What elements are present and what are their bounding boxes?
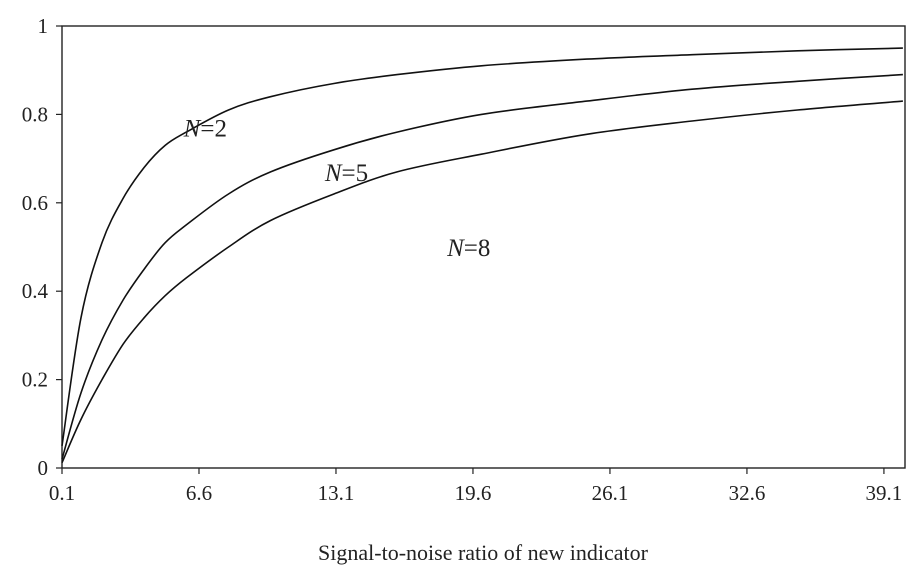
x-axis: 0.1 6.6 13.1 19.6 26.1 32.6 39.1 <box>49 468 902 505</box>
y-tick-label: 0.6 <box>22 191 48 215</box>
y-tick-label: 0.8 <box>22 102 48 126</box>
y-tick-label: 0.2 <box>22 368 48 392</box>
y-axis: 0 0.2 0.4 0.6 0.8 1 <box>22 14 62 480</box>
curve-label-value: =8 <box>464 235 491 262</box>
x-tick-label: 26.1 <box>592 481 629 505</box>
curve-label-variable: N <box>446 235 465 262</box>
y-tick-label: 0 <box>38 456 49 480</box>
curve-label-value: =2 <box>200 116 227 143</box>
curve-annotations: N=2N=5N=8 <box>183 116 491 262</box>
plot-frame <box>61 25 906 469</box>
x-tick-label: 6.6 <box>186 481 212 505</box>
y-tick-label: 0.4 <box>22 279 49 303</box>
curve-label-value: =5 <box>342 160 369 187</box>
x-tick-label: 32.6 <box>729 481 766 505</box>
x-tick-label: 39.1 <box>866 481 903 505</box>
curve-n-2 <box>61 47 903 447</box>
curve-n-5 <box>61 73 903 460</box>
curves <box>61 47 903 464</box>
curve-label: N=8 <box>446 235 490 262</box>
curve-label: N=2 <box>183 116 227 143</box>
curve-label-variable: N <box>324 160 343 187</box>
x-tick-label: 13.1 <box>318 481 355 505</box>
curve-label: N=5 <box>324 160 368 187</box>
x-tick-label: 0.1 <box>49 481 75 505</box>
curve-n-8 <box>61 100 903 464</box>
y-tick-label: 1 <box>38 14 49 38</box>
curve-label-variable: N <box>183 116 202 143</box>
x-tick-label: 19.6 <box>455 481 492 505</box>
x-axis-title: Signal-to-noise ratio of new indicator <box>318 540 649 565</box>
